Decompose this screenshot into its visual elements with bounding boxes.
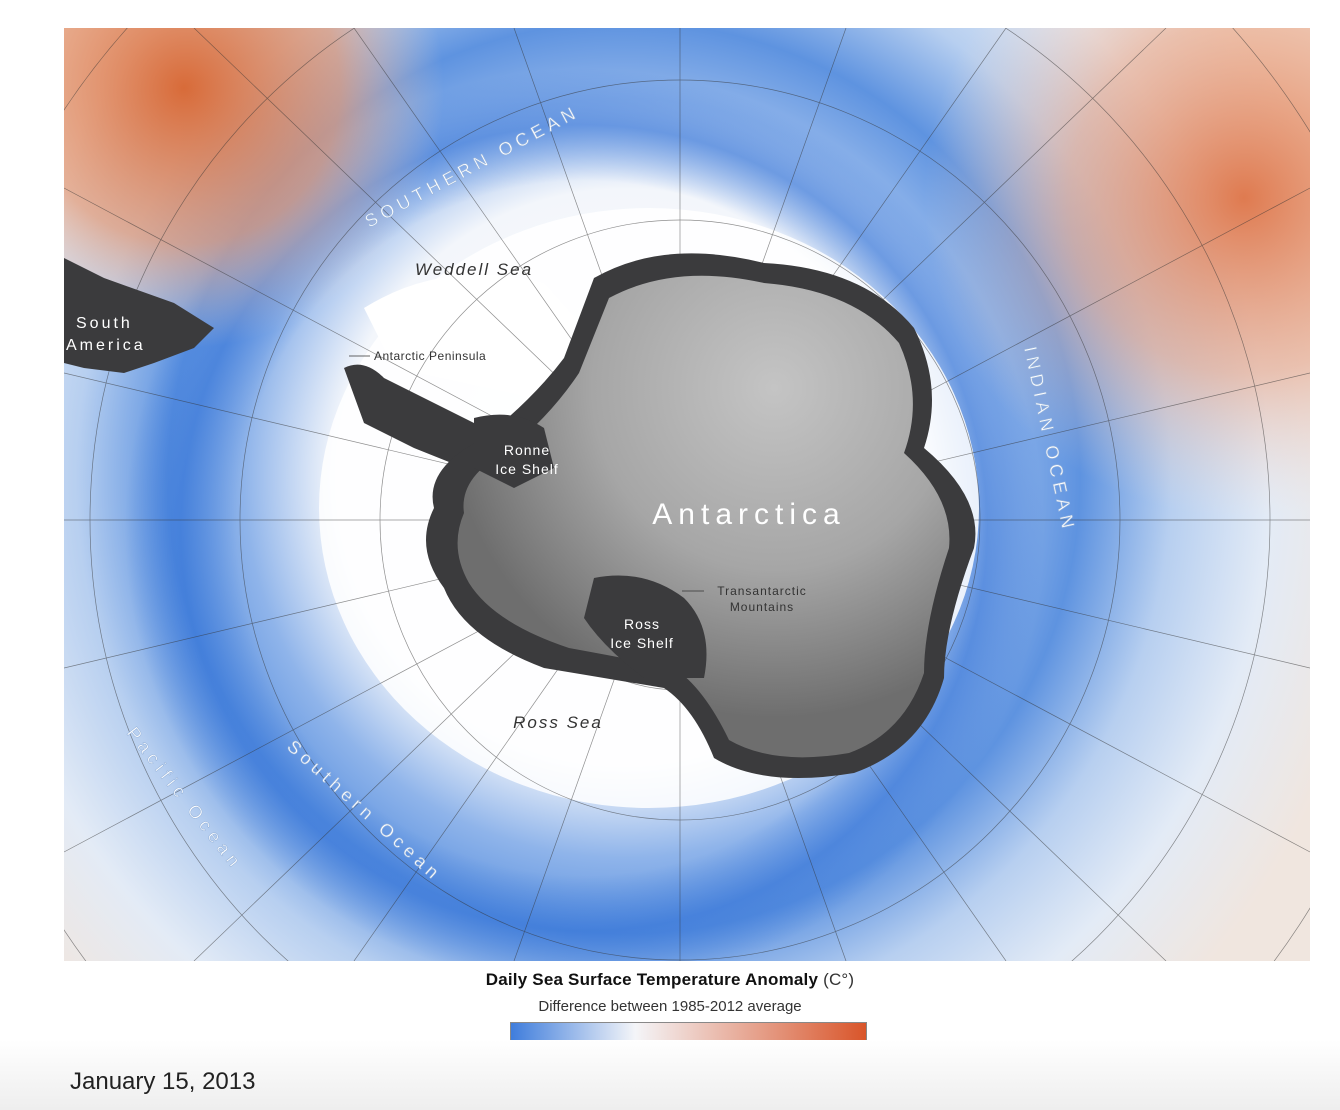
antarctica-label: Antarctica <box>652 498 845 531</box>
antarctic-peninsula-landmass <box>344 364 504 468</box>
ronne-label-line2: Ice Shelf <box>495 461 558 477</box>
ross-ice-shelf <box>584 575 707 678</box>
ross-sea-label: Ross Sea <box>513 713 603 732</box>
ronne-ice-shelf <box>474 414 554 488</box>
legend-title-text: Daily Sea Surface Temperature Anomaly <box>485 970 819 989</box>
transantarctic-label-line2: Mountains <box>730 600 794 614</box>
antarctic-ice-sheet <box>457 275 950 758</box>
legend-title: Daily Sea Surface Temperature Anomaly (C… <box>0 970 1340 990</box>
color-scale-bar <box>510 1022 867 1042</box>
ross-ice-shelf-label-line2: Ice Shelf <box>610 635 673 651</box>
transantarctic-label-line1: Transantarctic <box>717 584 807 598</box>
ronne-label-line1: Ronne <box>504 442 550 458</box>
legend-unit: (C°) <box>823 970 855 989</box>
sst-anomaly-map: South America Ronne Ice Shelf Ross Ice S… <box>64 28 1310 961</box>
south-america-label-line2: America <box>66 337 146 354</box>
legend-subtitle: Difference between 1985-2012 average <box>538 998 802 1015</box>
south-america-landmass <box>64 258 214 373</box>
weddell-sea-label: Weddell Sea <box>415 260 533 279</box>
weddell-sea-ice <box>364 274 584 398</box>
antarctic-peninsula-label: Antarctic Peninsula <box>374 349 486 363</box>
date-label: January 15, 2013 <box>70 1068 256 1095</box>
south-america-label-line1: South <box>76 315 133 332</box>
ross-ice-shelf-label-line1: Ross <box>624 616 660 632</box>
footer-band <box>0 1040 1340 1110</box>
